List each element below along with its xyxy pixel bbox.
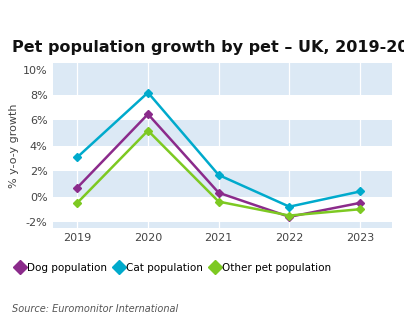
Legend: Dog population, Cat population, Other pet population: Dog population, Cat population, Other pe… (17, 263, 331, 273)
Bar (53, 146, 392, 171)
Text: Source: Euromonitor International: Source: Euromonitor International (12, 304, 179, 314)
Y-axis label: % y-o-y growth: % y-o-y growth (9, 104, 19, 188)
Bar (53, 197, 392, 222)
Bar (53, 95, 392, 120)
Text: Pet population growth by pet – UK, 2019-2023: Pet population growth by pet – UK, 2019-… (12, 40, 404, 55)
